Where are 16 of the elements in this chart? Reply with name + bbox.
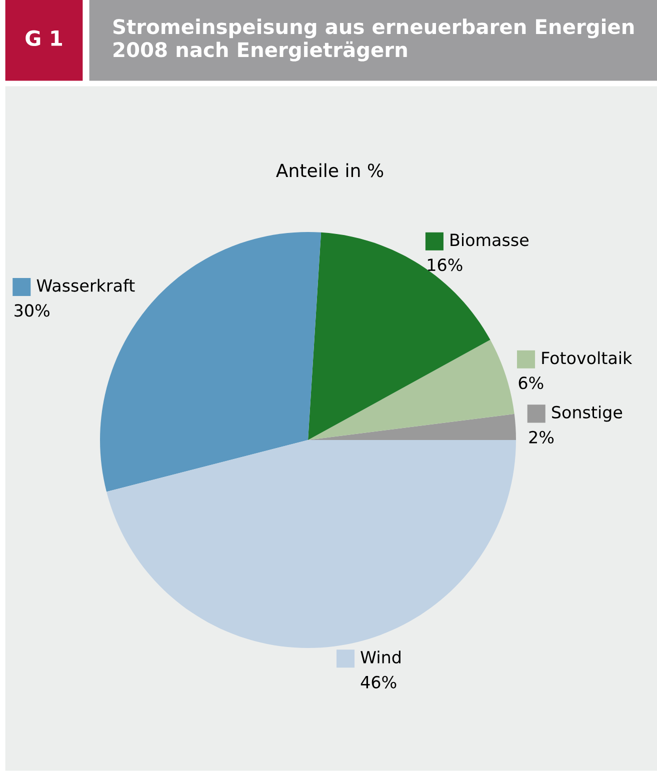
data-label: 2% [529,430,554,444]
data-label: 30% [14,304,50,317]
data-label: 6% [518,376,544,390]
pie-slice [308,340,514,440]
legend-label: Biomasse [450,233,528,246]
text: G 1 [26,30,62,46]
pie-slice [106,440,516,648]
legend-label: Wasserkraft [36,278,135,292]
chart-subtitle: Anteile in % [276,163,384,178]
legend-label: Fotovoltaik [542,351,632,364]
legend-label: Sonstige [552,406,622,422]
legend-label: Wind [360,650,400,664]
pie-slice [308,414,516,440]
chart-title: Stromeinspeisung aus erneuerbaren Energien 2008 nach Energieträgern [113,18,634,62]
data-label: 16% [428,258,462,272]
data-label: 46% [360,676,396,688]
